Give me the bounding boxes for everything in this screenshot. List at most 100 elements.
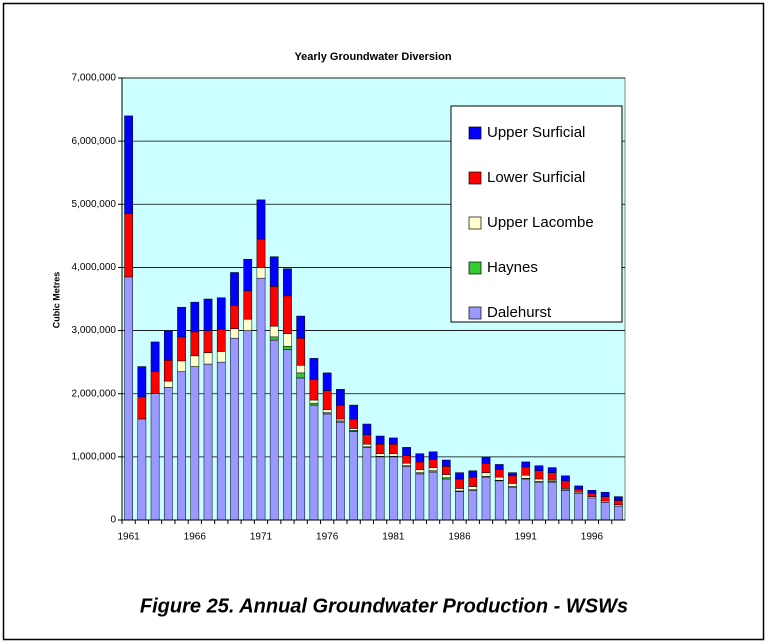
legend-swatch [468,171,482,185]
bar-segment [481,476,491,521]
bar-segment [402,462,411,466]
x-tick-label: 1996 [581,532,604,543]
bar-segment [441,478,451,521]
x-tick-label: 1971 [250,532,273,543]
bar-segment [481,472,491,477]
bar-segment [389,437,398,445]
bar-segment [614,505,623,521]
bar-segment [521,474,531,479]
bar-segment [296,372,306,379]
bar-segment [402,447,411,456]
bar-segment [349,431,358,521]
bar-segment [256,238,266,268]
bar-segment [468,490,478,521]
bar-segment [269,256,279,287]
bar-segment [468,470,478,478]
bar-segment [574,493,584,521]
legend-box [450,105,623,323]
bar-segment [256,199,266,240]
bar-segment [534,470,544,480]
bar-segment [163,359,173,382]
y-tick-label: 1,000,000 [72,451,117,462]
bar-segment [415,473,425,521]
bar-segment [600,491,610,497]
bar-segment [574,488,584,493]
bar-segment [375,453,385,457]
bar-segment [203,330,213,353]
bar-segment [402,466,411,521]
bar-segment [389,456,398,521]
bar-segment [322,409,332,413]
y-axis-label: Cubic Metres [51,272,61,329]
bar-segment [362,434,372,445]
bar-segment [137,366,147,398]
bar-segment [494,469,504,478]
bar-segment [203,298,213,331]
bar-segment [269,325,279,338]
bar-segment [349,428,358,431]
bar-segment [508,475,517,484]
bar-segment [190,331,200,357]
bar-segment [150,393,160,521]
bar-segment [441,459,451,467]
bar-segment [269,286,279,327]
bar-segment [547,467,557,473]
legend-swatch [468,306,482,320]
bar-segment [402,455,411,464]
bar-segment [574,485,584,490]
bar-segment [230,337,239,521]
chart-title: Yearly Groundwater Diversion [294,51,451,63]
legend-label: Haynes [487,259,538,276]
bar-segment [468,476,478,487]
bar-segment [283,349,292,521]
bar-segment [203,363,213,521]
bar-segment [150,371,160,394]
bar-segment [309,378,319,401]
y-tick-label: 0 [110,515,116,526]
bar-segment [415,453,425,463]
x-tick-label: 1966 [184,532,207,543]
bar-segment [243,318,253,331]
bar-segment [309,404,319,521]
bar-segment [521,461,531,468]
bar-segment [203,352,213,365]
bar-segment [534,481,544,521]
bar-segment [508,483,517,487]
bar-segment [534,478,544,482]
y-tick-label: 4,000,000 [72,262,117,273]
bar-segment [269,336,279,341]
bar-segment [415,461,425,470]
bar-segment [455,478,464,489]
bar-segment [494,464,504,470]
bar-segment [283,268,292,297]
bar-segment [230,305,239,329]
bar-segment [256,267,266,279]
bar-segment [283,333,292,347]
bar-segment [163,387,173,521]
bar-segment [309,402,319,406]
bar-segment [428,471,438,521]
bar-segment [508,486,517,521]
bar-segment [455,488,464,492]
bar-segment [600,502,610,521]
bar-segment [587,497,597,521]
bar-segment [441,466,451,475]
bar-segment [561,475,570,482]
bar-segment [177,360,186,372]
y-tick-label: 6,000,000 [72,136,117,147]
y-tick-label: 5,000,000 [72,199,117,210]
x-tick-label: 1981 [382,532,405,543]
bar-segment [468,486,478,490]
bar-segment [547,472,557,481]
bar-segment [256,277,266,521]
bar-segment [190,301,200,333]
bar-segment [283,346,292,350]
bar-segment [296,315,306,339]
bar-segment [243,290,253,320]
bar-segment [547,481,557,521]
bar-segment [269,339,279,521]
bar-segment [177,371,186,521]
bar-segment [587,493,597,497]
bar-segment [322,413,332,521]
